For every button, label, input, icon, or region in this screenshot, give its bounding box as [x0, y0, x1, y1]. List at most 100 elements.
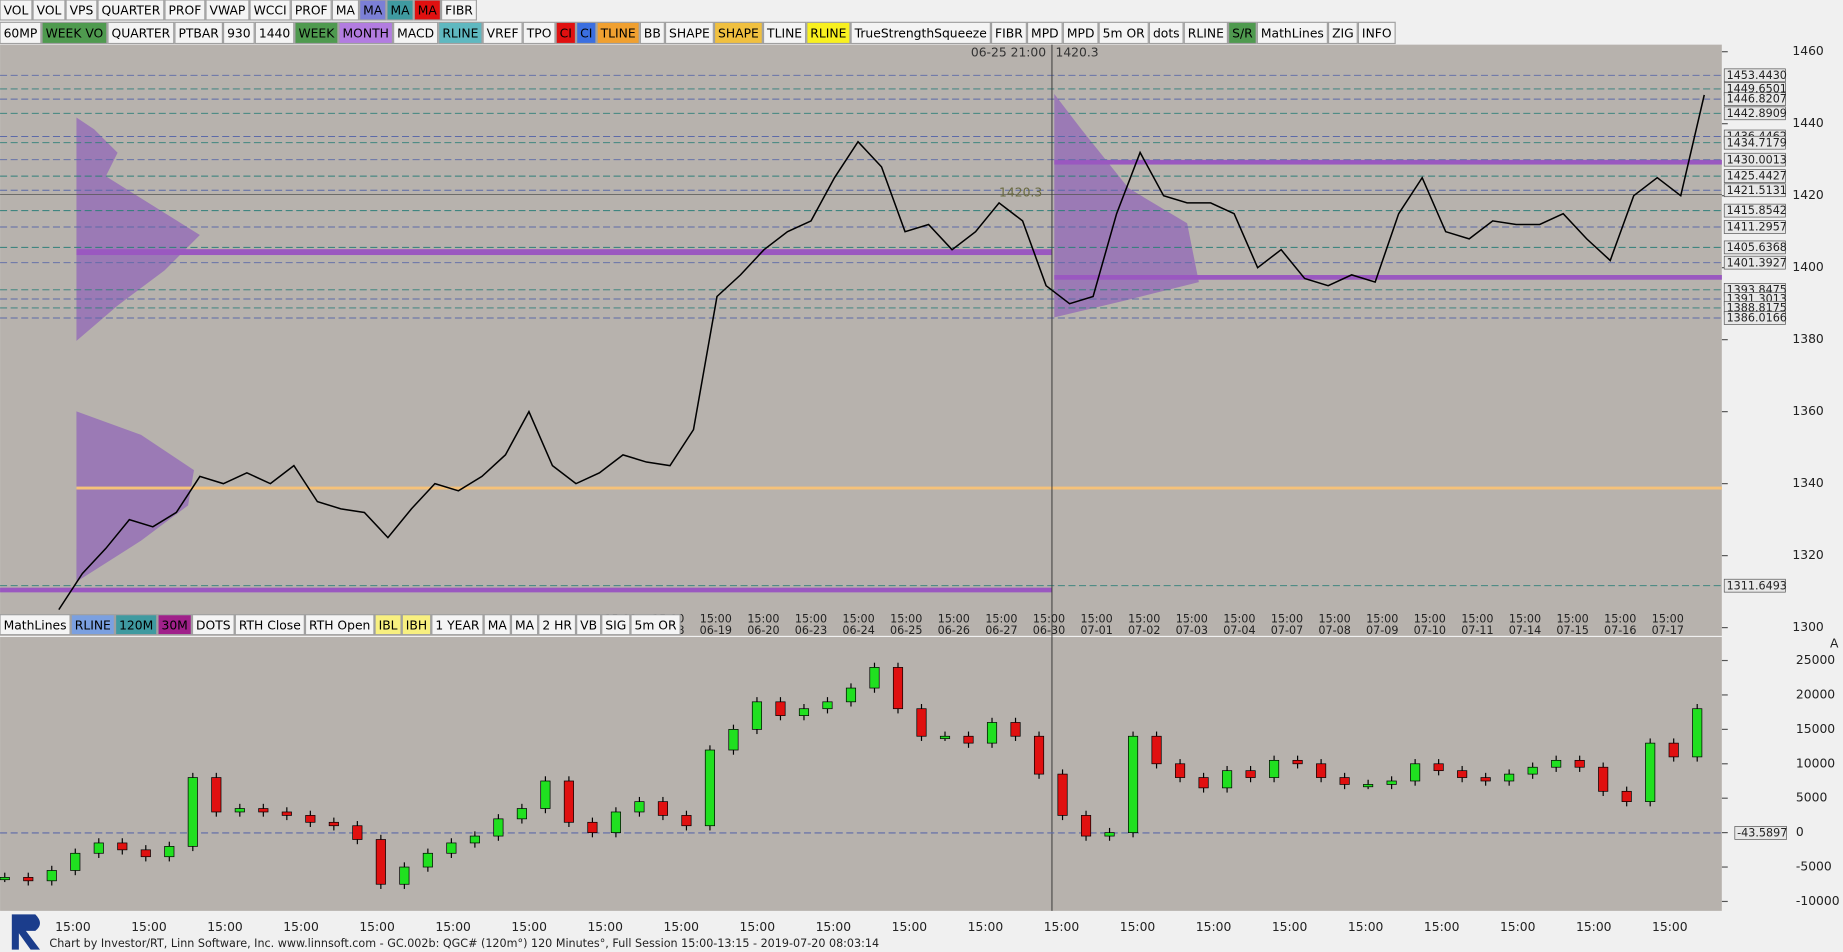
toolbar-button[interactable]: BB	[639, 21, 665, 45]
toolbar-button[interactable]: CI	[555, 21, 577, 45]
x-time-label: 15:00	[1319, 612, 1351, 625]
toolbar-button[interactable]: TPO	[522, 21, 556, 45]
toolbar-button[interactable]: FIBR	[990, 21, 1027, 45]
level-box	[1723, 92, 1786, 106]
toolbar-button[interactable]: VOL	[0, 0, 33, 21]
toolbar-button[interactable]: FIBR	[440, 0, 477, 21]
toolbar-button[interactable]: MA	[331, 0, 360, 21]
toolbar-button[interactable]: MA	[359, 0, 387, 21]
x-date-label: 06-19	[700, 624, 732, 637]
button-label: 60MP	[4, 27, 38, 41]
price-tick-label: 1300	[1792, 620, 1824, 634]
toolbar-button[interactable]: TrueStrengthSqueeze	[850, 21, 991, 45]
toolbar-button[interactable]: PTBAR	[174, 21, 223, 45]
toolbar-button[interactable]: SHAPE	[713, 21, 763, 45]
button-bg	[254, 21, 295, 45]
x-date-label: 06-27	[985, 624, 1017, 637]
x-date-label: 07-15	[1556, 624, 1588, 637]
osc-candle	[845, 687, 857, 703]
toolbar-button[interactable]: MPD	[1026, 21, 1063, 45]
toolbar-button[interactable]: 930	[222, 21, 255, 45]
toolbar-button[interactable]: MPD	[1062, 21, 1099, 45]
toolbar-button[interactable]: MA	[413, 0, 441, 21]
toolbar-button[interactable]: 1 YEAR	[431, 614, 484, 636]
x-date-label: 07-11	[1461, 624, 1493, 637]
toolbar-button[interactable]: 1440	[254, 21, 295, 45]
osc-candle	[446, 842, 457, 854]
osc-x-label: 15:00	[1424, 920, 1460, 934]
toolbar-button[interactable]: MathLines	[1256, 21, 1328, 45]
toolbar-button[interactable]: RTH Open	[304, 614, 375, 636]
osc-x-label: 15:00	[587, 920, 623, 934]
toolbar-button[interactable]: TLINE	[762, 21, 807, 45]
button-bg	[191, 614, 235, 636]
toolbar-button[interactable]: 5m OR	[630, 614, 681, 636]
toolbar-button[interactable]: VPS	[65, 0, 98, 21]
toolbar-button[interactable]: RLINE	[1183, 21, 1229, 45]
x-date-label: 06-30	[1033, 624, 1065, 637]
x-time-label: 15:00	[1081, 612, 1113, 625]
x-date-label: 06-25	[890, 624, 922, 637]
osc-candle	[1410, 763, 1421, 782]
toolbar-button[interactable]: MACD	[393, 21, 439, 45]
toolbar-button[interactable]: SIG	[601, 614, 631, 636]
button-bg	[107, 21, 175, 45]
button-label: IBH	[406, 618, 427, 632]
toolbar-button[interactable]: S/R	[1228, 21, 1257, 45]
toolbar-button[interactable]: RLINE	[806, 21, 851, 45]
osc-x-label: 15:00	[131, 920, 167, 934]
toolbar-button[interactable]: TLINE	[596, 21, 640, 45]
osc-candle	[1080, 815, 1092, 837]
toolbar-button[interactable]: VOL	[32, 0, 66, 21]
toolbar-button[interactable]: VREF	[482, 21, 523, 45]
level-label: 1434.7179	[1727, 136, 1787, 149]
toolbar-button[interactable]: DOTS	[191, 614, 235, 636]
osc-candle	[305, 815, 316, 823]
osc-x-label: 15:00	[511, 920, 547, 934]
toolbar-button[interactable]: INFO	[1357, 21, 1396, 45]
osc-x-label: 15:00	[1272, 920, 1308, 934]
toolbar-button[interactable]: dots	[1148, 21, 1184, 45]
toolbar-button[interactable]: 30M	[157, 614, 192, 636]
x-time-label: 15:00	[1366, 612, 1398, 625]
toolbar-button[interactable]: RLINE	[438, 21, 483, 45]
button-label: MA	[515, 618, 535, 632]
toolbar-button[interactable]: 120M	[114, 614, 158, 636]
price-tick-label: 1400	[1792, 260, 1824, 274]
price-tick-label: 1320	[1792, 548, 1824, 562]
level-box	[1723, 169, 1786, 183]
toolbar-button[interactable]: VB	[576, 614, 602, 636]
toolbar-button[interactable]: CI	[576, 21, 597, 45]
toolbar-button[interactable]: MA	[386, 0, 414, 21]
toolbar-button[interactable]: MA	[510, 614, 539, 636]
toolbar-button[interactable]: MONTH	[338, 21, 394, 45]
toolbar-button[interactable]: RTH Close	[234, 614, 305, 636]
level-label: 1442.8909	[1727, 107, 1787, 120]
toolbar-button[interactable]: WCCI	[249, 0, 291, 21]
toolbar-button[interactable]: 2 HR	[538, 614, 577, 636]
osc-tick-label: 5000	[1796, 791, 1828, 805]
toolbar-button[interactable]: IBH	[401, 614, 432, 636]
toolbar-button[interactable]: MA	[483, 614, 511, 636]
button-label: TPO	[526, 27, 552, 41]
toolbar-button[interactable]: ZIG	[1327, 21, 1358, 45]
toolbar-button[interactable]: IBL	[374, 614, 402, 636]
toolbar-button[interactable]: 60MP	[0, 21, 42, 45]
toolbar-button[interactable]: WEEK VO	[41, 21, 108, 45]
toolbar-button[interactable]: QUARTER	[107, 21, 175, 45]
toolbar-button[interactable]: 5m OR	[1098, 21, 1149, 45]
price-tick-label: 1340	[1792, 476, 1824, 490]
button-label: MA	[488, 618, 508, 632]
toolbar-button[interactable]: PROF	[290, 0, 332, 21]
toolbar-button[interactable]: WEEK	[294, 21, 339, 45]
button-label: TrueStrengthSqueeze	[854, 27, 987, 41]
toolbar-button[interactable]: MathLines	[0, 614, 71, 636]
x-date-label: 07-01	[1080, 624, 1112, 637]
toolbar-button[interactable]: VWAP	[205, 0, 250, 21]
button-bg	[205, 0, 250, 21]
toolbar-button[interactable]: QUARTER	[97, 0, 165, 21]
toolbar-button[interactable]: PROF	[164, 0, 206, 21]
toolbar-button[interactable]: RLINE	[70, 614, 115, 636]
toolbar-button[interactable]: SHAPE	[664, 21, 714, 45]
